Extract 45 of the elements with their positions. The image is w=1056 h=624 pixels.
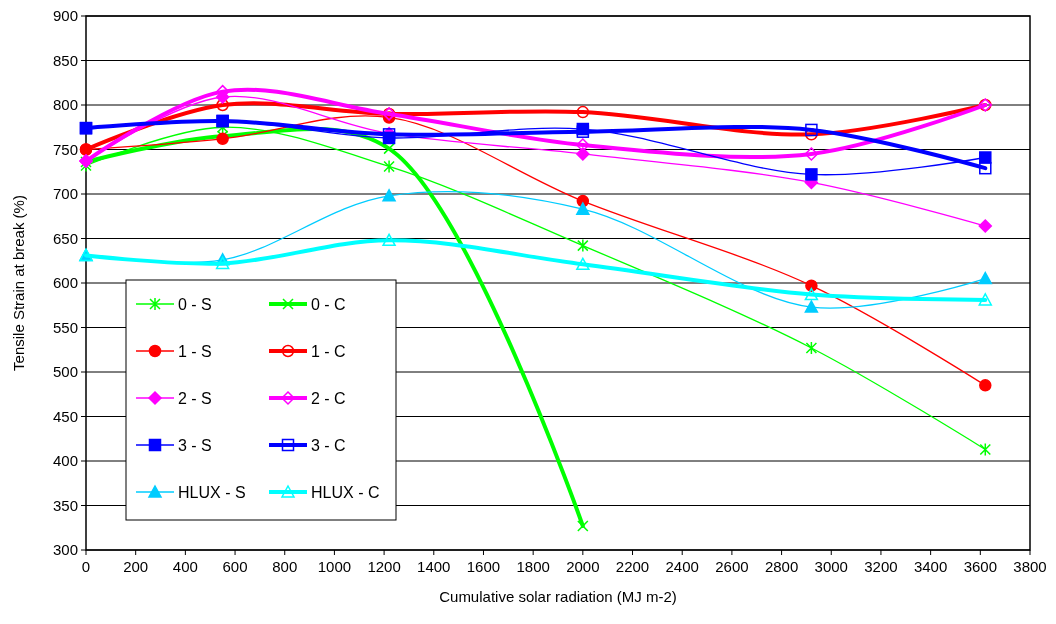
y-tick-label: 600: [52, 274, 78, 292]
y-axis-title: Tensile Strain at break (%): [10, 195, 27, 371]
y-tick-label: 550: [52, 318, 78, 336]
legend-label: 2 - C: [311, 389, 346, 407]
legend-label: 0 - C: [311, 295, 346, 313]
x-tick-label: 1400: [417, 558, 451, 575]
legend-label: 3 - S: [178, 436, 212, 454]
y-tick-label: 750: [52, 140, 78, 158]
y-tick-label: 900: [52, 7, 78, 25]
x-tick-label: 3000: [814, 558, 848, 575]
x-tick-label: 2600: [715, 558, 749, 575]
y-tick-label: 350: [52, 496, 78, 514]
x-tick-label: 3600: [963, 558, 997, 575]
legend-label: 0 - S: [178, 295, 212, 313]
x-tick-label: 2200: [615, 558, 650, 575]
x-tick-label: 2400: [665, 558, 699, 575]
x-tick-label: 1800: [516, 558, 550, 575]
x-tick-label: 2800: [764, 558, 799, 575]
x-tick-label: 400: [172, 558, 198, 575]
x-tick-label: 800: [272, 558, 298, 575]
y-tick-label: 500: [52, 363, 78, 381]
x-tick-label: 1600: [466, 558, 501, 575]
x-tick-label: 3400: [913, 558, 948, 575]
y-tick-label: 700: [52, 185, 78, 203]
y-tick-label: 800: [52, 96, 78, 114]
y-tick-label: 850: [52, 51, 78, 69]
x-tick-label: 1200: [367, 558, 401, 575]
legend-label: 1 - C: [311, 342, 346, 360]
x-tick-label: 3200: [864, 558, 898, 575]
y-tick-label: 650: [52, 229, 78, 247]
x-tick-label: 1000: [317, 558, 352, 575]
y-tick-label: 450: [52, 407, 78, 425]
legend-label: HLUX - S: [178, 483, 246, 501]
legend-label: HLUX - C: [311, 483, 380, 501]
x-tick-label: 3800: [1013, 558, 1047, 575]
y-tick-label: 400: [52, 452, 78, 470]
legend-label: 2 - S: [178, 389, 212, 407]
x-axis-title: Cumulative solar radiation (MJ m-2): [439, 588, 677, 605]
legend-label: 1 - S: [178, 342, 212, 360]
legend-label: 3 - C: [311, 436, 346, 454]
y-tick-label: 300: [52, 541, 78, 559]
x-tick-label: 600: [222, 558, 248, 575]
x-tick-label: 2000: [566, 558, 600, 575]
x-tick-label: 200: [123, 558, 149, 575]
x-tick-label: 0: [81, 558, 91, 575]
